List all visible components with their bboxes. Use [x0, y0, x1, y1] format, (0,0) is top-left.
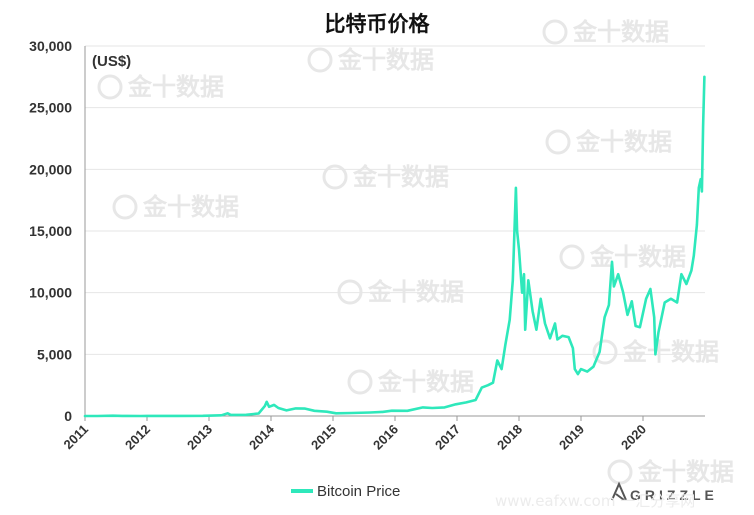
watermark: 金十数据: [322, 163, 449, 191]
watermark-logo-icon: [347, 369, 373, 395]
y-tick-label: 30,000: [29, 38, 72, 54]
gridlines: [85, 45, 705, 355]
watermark-logo-icon: [542, 19, 568, 45]
y-tick-label: 20,000: [29, 161, 72, 177]
y-tick-label: 25,000: [29, 100, 72, 116]
watermark-text: 金十数据: [572, 18, 669, 46]
watermark-text: 金十数据: [142, 193, 239, 221]
watermark: 金十数据: [592, 338, 719, 366]
y-tick-label: 0: [64, 408, 72, 424]
x-tick-label: 2020: [618, 422, 649, 453]
y-tick-label: 10,000: [29, 285, 72, 301]
watermark-logo-icon: [337, 279, 363, 305]
x-tick-label: 2013: [184, 422, 215, 453]
chart-title: 比特币价格: [324, 12, 430, 36]
watermark: 金十数据: [112, 193, 239, 221]
watermark-text: 金十数据: [589, 243, 686, 271]
y-tick-labels: 0 5,000 10,000 15,000 20,000 25,000 30,000: [29, 38, 72, 424]
x-tick-labels: 2011 2012 2013 2014 2015 2016 2017 2018 2019 2020: [61, 416, 649, 453]
x-tick-label: 2011: [61, 422, 92, 453]
series-line-bitcoin-price: [83, 75, 706, 418]
watermark-text: 金十数据: [352, 163, 449, 191]
watermark-text: 金十数据: [637, 458, 734, 486]
watermark-logo-icon: [545, 129, 571, 155]
x-tick-label: 2018: [494, 422, 525, 453]
x-tick-label: 2019: [556, 422, 587, 453]
brand-name: GRIZZLE: [630, 487, 718, 503]
x-tick-label: 2012: [122, 422, 153, 453]
watermark: 金十数据: [307, 46, 434, 74]
watermark: 金十数据: [559, 243, 686, 271]
y-tick-label: 15,000: [29, 223, 72, 239]
watermark-logo-icon: [322, 164, 348, 190]
watermark: 金十数据: [337, 278, 464, 306]
watermark: 金十数据: [542, 18, 669, 46]
watermark: 金十数据: [347, 368, 474, 396]
watermark: 金十数据: [607, 458, 734, 486]
grizzle-logo-icon: [611, 481, 627, 501]
watermark: 金十数据: [97, 73, 224, 101]
watermark: 金十数据: [545, 128, 672, 156]
y-unit-label: (US$): [92, 53, 131, 70]
watermark-text: 金十数据: [575, 128, 672, 156]
watermark-text: 金十数据: [377, 368, 474, 396]
watermark-logo-icon: [607, 459, 633, 485]
y-tick-label: 5,000: [37, 346, 72, 362]
watermark-text: 金十数据: [367, 278, 464, 306]
watermark-layer: 金十数据金十数据金十数据金十数据金十数据金十数据金十数据金十数据金十数据金十数据…: [97, 18, 734, 486]
site-watermark: www.eafxw.com 一汇分享网: [495, 492, 695, 510]
series-layer: [83, 75, 706, 418]
watermark-text: 金十数据: [337, 46, 434, 74]
x-tick-label: 2017: [432, 422, 463, 453]
source-brand: GRIZZLE: [611, 481, 718, 503]
legend-label: Bitcoin Price: [317, 483, 400, 500]
x-tick-label: 2015: [308, 422, 339, 453]
watermark-logo-icon: [97, 74, 123, 100]
legend: Bitcoin Price: [291, 483, 400, 500]
watermark-text: 金十数据: [622, 338, 719, 366]
watermark-logo-icon: [112, 194, 138, 220]
watermark-logo-icon: [559, 244, 585, 270]
x-tick-label: 2014: [246, 421, 278, 453]
x-tick-label: 2016: [370, 422, 401, 453]
watermark-text: 金十数据: [127, 73, 224, 101]
watermark-logo-icon: [307, 47, 333, 73]
watermark-logo-icon: [592, 339, 618, 365]
